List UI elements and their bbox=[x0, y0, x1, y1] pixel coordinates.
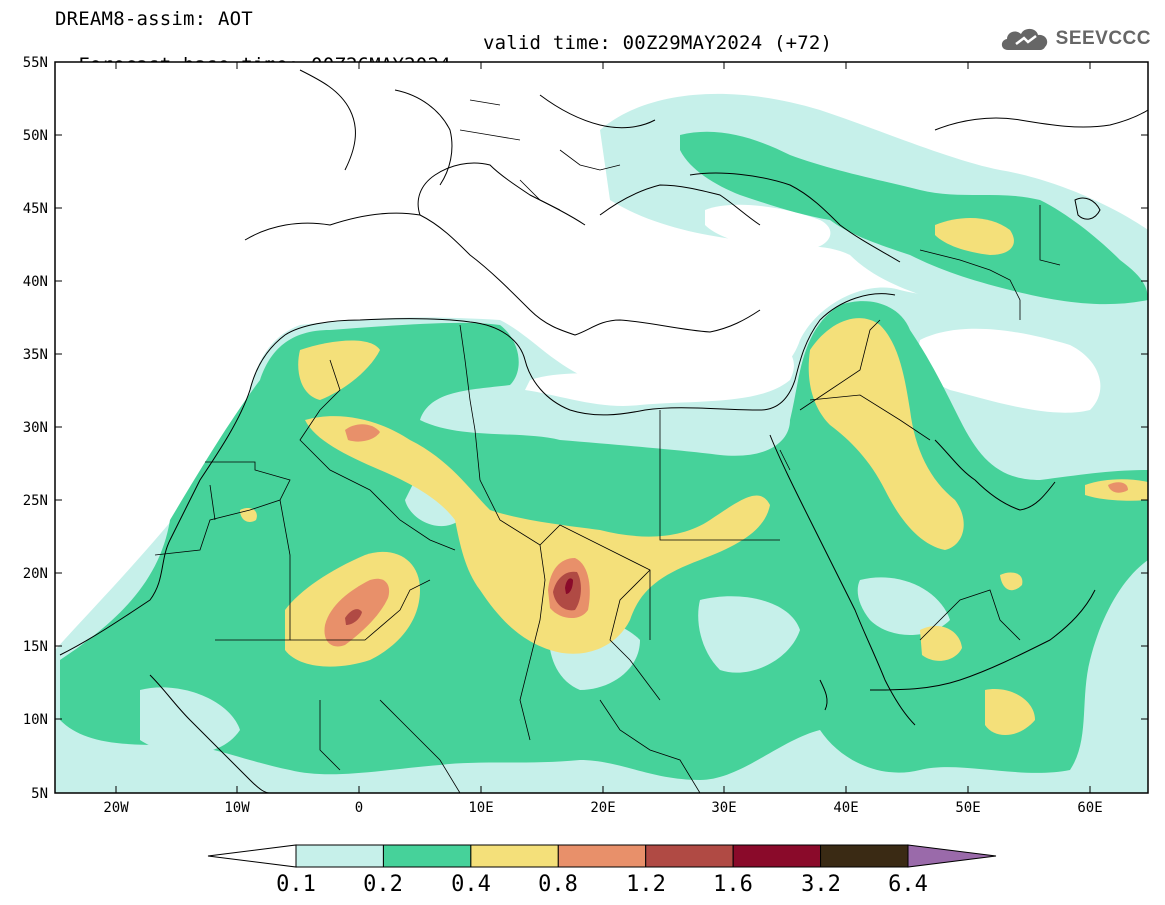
lat-label: 45N bbox=[23, 201, 48, 217]
aot-field bbox=[55, 62, 1148, 793]
lon-label: 10E bbox=[468, 800, 493, 816]
lat-label: 40N bbox=[23, 274, 48, 290]
colorbar-swatches bbox=[295, 844, 909, 868]
latitude-labels: 55N 50N 45N 40N 35N 30N 25N 20N 15N 10N … bbox=[23, 55, 48, 802]
lat-label: 5N bbox=[31, 786, 48, 802]
colorbar-label: 0.4 bbox=[451, 872, 491, 897]
colorbar-label: 6.4 bbox=[888, 872, 928, 897]
cloud-icon bbox=[1001, 28, 1047, 50]
colorbar-swatch bbox=[470, 844, 559, 868]
colorbar-label: 3.2 bbox=[801, 872, 841, 897]
colorbar-over-arrow bbox=[907, 844, 997, 868]
lon-label: 20W bbox=[103, 800, 129, 816]
colorbar-label: 1.2 bbox=[626, 872, 666, 897]
lat-label: 55N bbox=[23, 55, 48, 71]
colorbar-label: 0.8 bbox=[538, 872, 578, 897]
lat-label: 15N bbox=[23, 639, 48, 655]
colorbar-swatch bbox=[645, 844, 734, 868]
colorbar-swatch bbox=[295, 844, 384, 868]
lat-label: 35N bbox=[23, 347, 48, 363]
lon-label: 30E bbox=[711, 800, 736, 816]
lat-label: 20N bbox=[23, 566, 48, 582]
lon-label: 50E bbox=[955, 800, 980, 816]
lon-label: 40E bbox=[833, 800, 858, 816]
longitude-labels: 20W 10W 0 10E 20E 30E 40E 50E 60E bbox=[103, 800, 1102, 816]
lon-label: 20E bbox=[590, 800, 615, 816]
colorbar: 0.1 0.2 0.4 0.8 1.2 1.6 3.2 6.4 bbox=[207, 844, 997, 897]
colorbar-swatch bbox=[557, 844, 647, 868]
axis-ticks bbox=[55, 61, 1148, 793]
colorbar-swatch bbox=[732, 844, 822, 868]
colorbar-label: 1.6 bbox=[713, 872, 753, 897]
lat-label: 50N bbox=[23, 128, 48, 144]
colorbar-labels: 0.1 0.2 0.4 0.8 1.2 1.6 3.2 6.4 bbox=[276, 872, 928, 897]
lon-label: 0 bbox=[355, 800, 363, 816]
colorbar-label: 0.1 bbox=[276, 872, 316, 897]
colorbar-label: 0.2 bbox=[363, 872, 403, 897]
lon-label: 60E bbox=[1077, 800, 1102, 816]
aot-band-1-6 bbox=[565, 578, 573, 594]
colorbar-swatch bbox=[382, 844, 472, 868]
colorbar-swatch bbox=[820, 844, 909, 868]
logo-text: SEEVCCC bbox=[1055, 28, 1151, 49]
lat-label: 30N bbox=[23, 420, 48, 436]
seevccc-logo: SEEVCCC bbox=[998, 24, 1151, 54]
aot-clear-areas bbox=[525, 204, 1101, 413]
lon-label: 10W bbox=[224, 800, 250, 816]
country-borders bbox=[154, 99, 1061, 793]
lat-label: 10N bbox=[23, 712, 48, 728]
colorbar-under-arrow bbox=[207, 844, 297, 868]
map-title: DREAM8-assim: AOT bbox=[55, 8, 253, 30]
lat-label: 25N bbox=[23, 493, 48, 509]
valid-time-label: valid time: 00Z29MAY2024 (+72) bbox=[483, 32, 833, 54]
